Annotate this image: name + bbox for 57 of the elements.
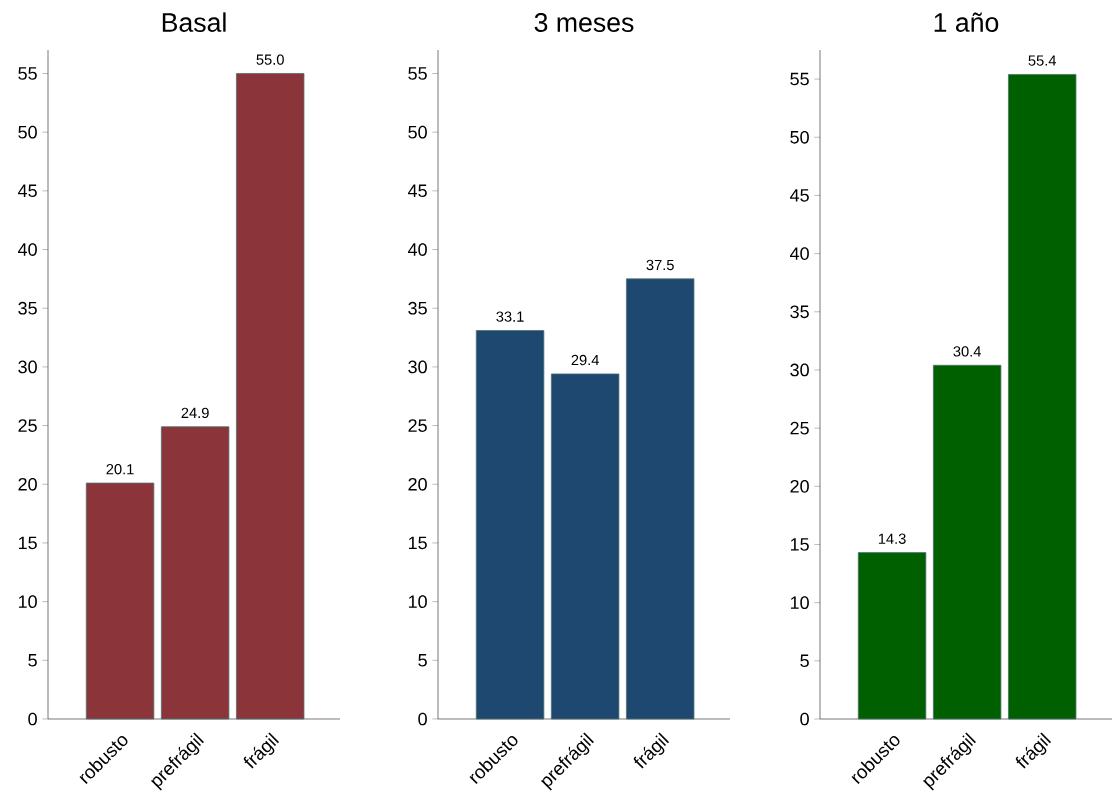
y-tick-label: 40 — [790, 247, 809, 260]
bar — [626, 278, 695, 720]
y-tick-label: 35 — [790, 305, 809, 319]
bar — [932, 364, 1002, 720]
y-tick-label: 25 — [790, 421, 809, 435]
chart-title: Basal — [162, 12, 226, 32]
y-tick-label: 0 — [418, 712, 427, 726]
y-tick-label: 10 — [790, 596, 809, 610]
y-tick-label: 10 — [408, 595, 427, 608]
chart-title: 3 meses — [534, 13, 634, 32]
y-tick-label: 50 — [790, 130, 809, 144]
y-tick-label: 35 — [408, 301, 427, 315]
y-tick-label: 55 — [18, 67, 37, 80]
y-tick-label: 55 — [790, 72, 809, 86]
y-tick-label: 35 — [18, 301, 37, 315]
y-tick-label: 20 — [18, 477, 37, 491]
y-tick-label: 30 — [18, 360, 37, 374]
data-label: 37.5 — [646, 259, 674, 271]
y-tick-label: 45 — [790, 189, 809, 202]
y-tick-label: 15 — [18, 536, 37, 550]
y-tick-label: 15 — [408, 536, 427, 550]
y-tick-label: 25 — [408, 419, 427, 432]
data-label: 55.4 — [1028, 55, 1057, 66]
y-tick-label: 45 — [18, 184, 37, 198]
data-label: 55.0 — [256, 54, 284, 65]
y-tick-label: 0 — [28, 712, 37, 726]
bar — [857, 552, 927, 720]
y-tick-label: 45 — [408, 184, 427, 198]
bar — [550, 373, 620, 720]
y-tick-label: 15 — [790, 538, 809, 551]
y-tick-label: 50 — [408, 125, 427, 139]
y-tick-label: 5 — [28, 654, 37, 667]
y-tick-label: 30 — [408, 360, 427, 374]
y-tick-label: 30 — [790, 363, 809, 377]
y-tick-label: 25 — [18, 419, 37, 432]
y-tick-label: 40 — [18, 243, 37, 256]
bar — [1008, 74, 1077, 720]
chart-title: 1 año — [934, 12, 999, 32]
y-tick-label: 10 — [18, 595, 37, 608]
y-tick-label: 5 — [418, 654, 427, 667]
y-tick-label: 40 — [408, 243, 427, 256]
data-label: 29.4 — [571, 354, 599, 366]
data-label: 20.1 — [106, 464, 134, 475]
bar — [475, 330, 545, 720]
y-tick-label: 0 — [800, 712, 809, 726]
bar — [85, 482, 155, 720]
y-tick-label: 50 — [18, 125, 37, 139]
data-label: 33.1 — [496, 311, 524, 322]
data-label: 14.3 — [878, 533, 906, 544]
y-tick-label: 20 — [408, 477, 427, 491]
data-label: 24.9 — [181, 407, 209, 419]
y-tick-label: 20 — [790, 479, 809, 493]
y-tick-label: 5 — [800, 654, 809, 668]
bar — [160, 426, 230, 720]
data-label: 30.4 — [953, 346, 981, 357]
bar — [236, 73, 305, 720]
y-tick-label: 55 — [408, 67, 427, 80]
